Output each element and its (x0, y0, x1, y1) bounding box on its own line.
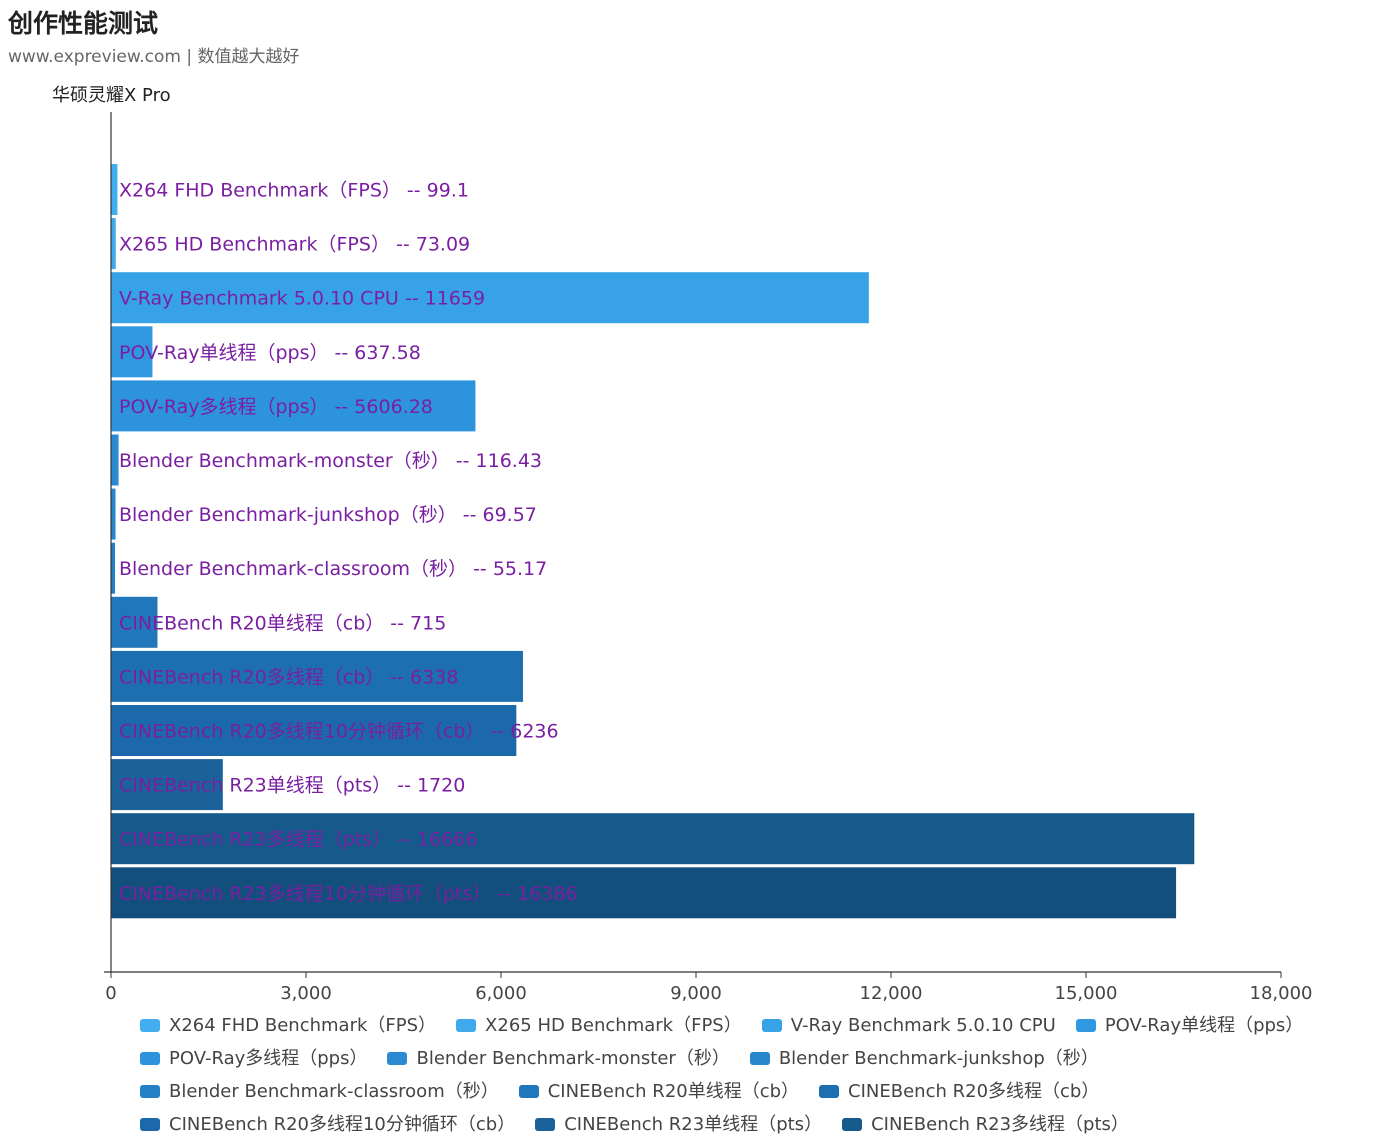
chart-subtitle: www.expreview.com | 数值越大越好 (8, 47, 300, 67)
bar-label-7: Blender Benchmark-classroom（秒） -- 55.17 (119, 558, 547, 580)
bar-9 (111, 650, 523, 702)
bar-2 (111, 272, 869, 324)
legend-label: CINEBench R23多线程（pts） (871, 1114, 1129, 1135)
legend-swatch-icon (535, 1118, 556, 1131)
series-label: 华硕灵耀X Pro (52, 85, 171, 106)
legend-item[interactable]: CINEBench R23多线程（pts） (842, 1111, 1129, 1139)
bar-label-10: CINEBench R20多线程10分钟循环（cb） -- 6236 (119, 721, 559, 743)
chart-title: 创作性能测试 (8, 9, 159, 38)
legend-label: CINEBench R23单线程（pts） (564, 1114, 823, 1135)
legend-label: Blender Benchmark-classroom（秒） (169, 1081, 499, 1102)
x-tick-label-4: 12,000 (860, 983, 923, 1004)
bar-label-4: POV-Ray多线程（pps） -- 5606.28 (119, 396, 433, 418)
legend-label: X264 FHD Benchmark（FPS） (169, 1015, 437, 1036)
bar-label-11: CINEBench R23单线程（pts） -- 1720 (119, 775, 465, 797)
bar-label-3: POV-Ray单线程（pps） -- 637.58 (119, 342, 421, 364)
legend-item[interactable]: X264 FHD Benchmark（FPS） (140, 1012, 436, 1040)
legend-item[interactable]: Blender Benchmark-monster（秒） (387, 1045, 730, 1073)
legend-item[interactable]: V-Ray Benchmark 5.0.10 CPU (761, 1012, 1056, 1040)
bar-10 (111, 705, 517, 756)
bar-0 (111, 164, 118, 215)
legend-swatch-icon (387, 1052, 408, 1065)
x-tick-label-6: 18,000 (1250, 983, 1313, 1004)
legend-label: CINEBench R20多线程10分钟循环（cb） (169, 1114, 516, 1135)
bar-label-6: Blender Benchmark-junkshop（秒） -- 69.57 (119, 504, 537, 526)
legend-swatch-icon (140, 1019, 160, 1032)
x-tick-label-3: 9,000 (670, 983, 722, 1004)
legend-label: CINEBench R20单线程（cb） (547, 1081, 800, 1102)
legend-item[interactable]: X265 HD Benchmark（FPS） (456, 1012, 742, 1040)
legend-label: CINEBench R20多线程（cb） (848, 1081, 1100, 1102)
bar-11 (111, 759, 223, 811)
legend-swatch-icon (819, 1085, 840, 1098)
bar-1 (111, 218, 116, 270)
bar-6 (111, 488, 116, 540)
legend-swatch-icon (518, 1085, 539, 1098)
bar-12 (111, 813, 1195, 865)
bar-chart: X264 FHD Benchmark（FPS） -- 99.1 X265 HD B… (104, 112, 1313, 1004)
legend-label: X265 HD Benchmark（FPS） (485, 1015, 742, 1036)
bar-label-5: Blender Benchmark-monster（秒） -- 116.43 (119, 450, 542, 472)
legend-row: POV-Ray多线程（pps） Blender Benchmark-monster… (140, 1045, 1320, 1078)
bar-label-12: CINEBench R23多线程（pts） -- 16666 (119, 829, 477, 851)
bar-7 (111, 542, 115, 594)
legend-row: X264 FHD Benchmark（FPS） X265 HD Benchmark… (140, 1012, 1320, 1045)
x-tick-label-2: 6,000 (475, 983, 527, 1004)
bar-label-9: CINEBench R20多线程（cb） -- 6338 (119, 666, 458, 688)
bar-label-1: X265 HD Benchmark（FPS） -- 73.09 (119, 234, 470, 256)
bar-label-2: V-Ray Benchmark 5.0.10 CPU -- 11659 (119, 288, 485, 310)
legend-label: POV-Ray多线程（pps） (169, 1048, 368, 1069)
legend-item[interactable]: Blender Benchmark-classroom（秒） (140, 1078, 499, 1106)
bar-5 (111, 434, 119, 486)
bar-8 (111, 596, 158, 648)
chart-legend: X264 FHD Benchmark（FPS） X265 HD Benchmark… (140, 1012, 1320, 1144)
bar-3 (111, 326, 153, 378)
legend-swatch-icon (1075, 1019, 1096, 1032)
legend-row: Blender Benchmark-classroom（秒） CINEBench … (140, 1078, 1320, 1111)
legend-item[interactable]: CINEBench R23单线程（pts） (535, 1111, 822, 1139)
legend-label: Blender Benchmark-junkshop（秒） (778, 1048, 1099, 1069)
legend-swatch-icon (842, 1118, 863, 1131)
x-tick-label-5: 15,000 (1055, 983, 1118, 1004)
legend-item[interactable]: POV-Ray单线程（pps） (1075, 1012, 1304, 1040)
legend-item[interactable]: CINEBench R20多线程10分钟循环（cb） (140, 1111, 515, 1139)
bar-4 (111, 380, 476, 432)
bar-13 (111, 867, 1177, 919)
legend-item[interactable]: CINEBench R20单线程（cb） (518, 1078, 800, 1106)
legend-swatch-icon (749, 1052, 770, 1065)
legend-swatch-icon (140, 1085, 160, 1098)
legend-label: V-Ray Benchmark 5.0.10 CPU (790, 1015, 1056, 1036)
bar-label-13: CINEBench R23多线程10分钟循环（pts） -- 16386 (119, 883, 578, 905)
bar-label-8: CINEBench R20单线程（cb） -- 715 (119, 612, 446, 634)
legend-label: POV-Ray单线程（pps） (1104, 1015, 1304, 1036)
legend-swatch-icon (140, 1052, 160, 1065)
legend-label: Blender Benchmark-monster（秒） (416, 1048, 730, 1069)
legend-item[interactable]: POV-Ray多线程（pps） (140, 1045, 367, 1073)
bar-label-0: X264 FHD Benchmark（FPS） -- 99.1 (119, 180, 469, 202)
legend-item[interactable]: CINEBench R20多线程（cb） (819, 1078, 1099, 1106)
x-tick-label-0: 0 (105, 983, 116, 1004)
legend-swatch-icon (456, 1019, 477, 1032)
legend-swatch-icon (140, 1118, 160, 1131)
legend-swatch-icon (761, 1019, 782, 1032)
x-tick-label-1: 3,000 (280, 983, 332, 1004)
legend-item[interactable]: Blender Benchmark-junkshop（秒） (749, 1045, 1099, 1073)
